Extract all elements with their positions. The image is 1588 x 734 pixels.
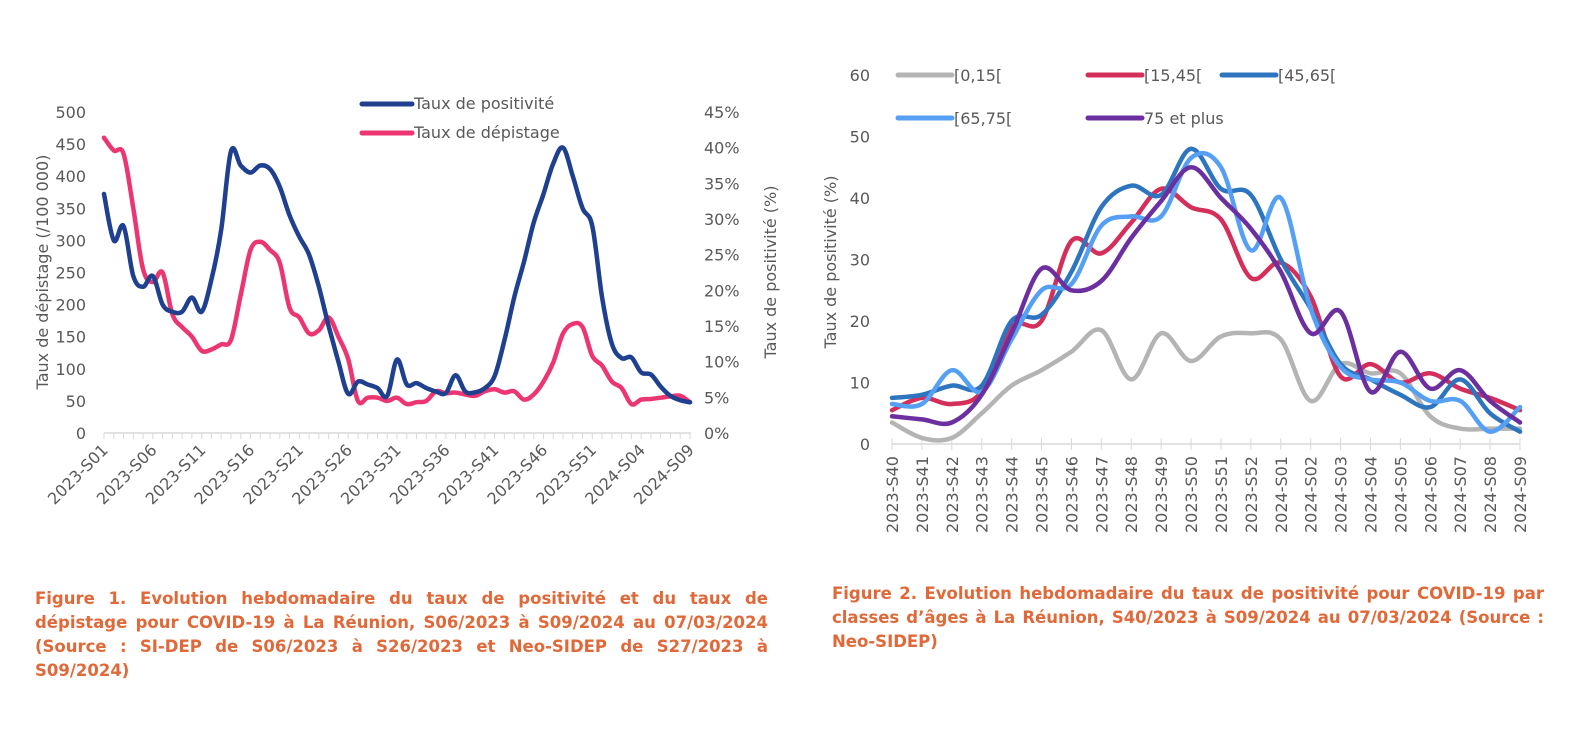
figure1-caption: Figure 1. Evolution hebdomadaire du taux…	[35, 589, 768, 680]
fig2-legend-item: 75 et plus	[1085, 109, 1224, 128]
fig2-legend-item: [15,45[	[1085, 66, 1202, 85]
fig1-y-right-tick-label: 15%	[704, 317, 740, 336]
fig2-x-axis-labels: 2023-S40 2023-S41 2023-S42 2023-S43 2023-S44…	[883, 456, 1530, 533]
fig2-x-tick-label: 2024-S01	[1272, 456, 1291, 533]
fig1-y-right-tick-label: 20%	[704, 281, 740, 300]
fig1-y-right-tick-label: 25%	[704, 246, 740, 265]
fig1-series-line-positivite	[101, 145, 693, 405]
fig1-y-left-tick-label: 400	[55, 167, 86, 186]
fig2-y-tick-label: 0	[860, 435, 870, 454]
fig2-y-tick-label: 40	[850, 189, 870, 208]
fig2-y-tick-label: 30	[850, 251, 870, 270]
fig1-x-axis-ticks	[103, 433, 691, 439]
fig1-y-right-tick-label: 5%	[704, 388, 729, 407]
fig1-y-left-tick-label: 200	[55, 296, 86, 315]
figure1-chart: 0 50 100 150 200 250 300 350 400 450 500 0% 5% 10% 15…	[33, 94, 780, 508]
fig1-y-right-tick-label: 45%	[704, 103, 740, 122]
fig2-x-tick-label: 2024-S07	[1451, 456, 1470, 533]
figure2-chart: 0 10 20 30 40 50 60 Taux de positivité (%) 202…	[821, 66, 1530, 533]
fig1-y-left-tick-label: 0	[76, 424, 86, 443]
fig2-x-tick-label: 2023-S49	[1152, 456, 1171, 533]
fig2-x-tick-label: 2024-S06	[1421, 456, 1440, 533]
fig2-legend-item: [45,65[	[1219, 66, 1336, 85]
fig2-x-tick-label: 2023-S50	[1182, 456, 1201, 533]
fig2-series-line-4	[889, 165, 1523, 427]
fig2-x-tick-label: 2024-S05	[1391, 456, 1410, 533]
fig1-y-right-tick-label: 35%	[704, 174, 740, 193]
fig2-y-axis-title: Taux de positivité (%)	[821, 176, 840, 350]
fig2-x-tick-label: 2024-S09	[1511, 456, 1530, 533]
fig2-x-tick-label: 2023-S41	[913, 456, 932, 533]
fig1-legend: Taux de positivité Taux de dépistage	[359, 94, 560, 142]
fig2-legend-label: [15,45[	[1144, 66, 1202, 85]
fig1-y-right-tick-label: 40%	[704, 139, 740, 158]
fig2-y-tick-label: 10	[850, 374, 870, 393]
fig2-y-tick-label: 50	[850, 128, 870, 147]
fig2-x-tick-label: 2023-S40	[883, 456, 902, 533]
fig2-series-line-2	[889, 146, 1523, 434]
fig2-x-tick-label: 2023-S45	[1033, 456, 1052, 533]
fig2-y-tick-label: 20	[850, 312, 870, 331]
fig2-legend-item: [65,75[	[895, 109, 1012, 128]
fig1-y-right-tick-label: 0%	[704, 424, 729, 443]
fig2-x-tick-label: 2023-S47	[1092, 456, 1111, 533]
fig2-x-tick-label: 2023-S46	[1062, 456, 1081, 533]
fig2-legend-label: 75 et plus	[1144, 109, 1224, 128]
fig1-y-left-tick-label: 300	[55, 231, 86, 250]
fig1-y-left-tick-label: 150	[55, 328, 86, 347]
fig1-y-axis-right-title: Taux de positivité (%)	[761, 186, 780, 360]
figure2-caption: Figure 2. Evolution hebdomadaire du taux…	[832, 584, 1544, 651]
fig2-y-tick-label: 60	[850, 66, 870, 85]
fig1-y-axis-right-ticks: 0% 5% 10% 15% 20% 25% 30% 35% 40% 45%	[704, 103, 740, 443]
fig1-y-left-tick-label: 50	[66, 392, 86, 411]
fig1-y-left-tick-label: 500	[55, 103, 86, 122]
fig2-x-tick-label: 2023-S43	[973, 456, 992, 533]
fig2-x-tick-label: 2023-S44	[1003, 456, 1022, 533]
fig2-x-tick-label: 2024-S02	[1302, 456, 1321, 533]
fig1-x-axis-labels: 2023-S012023-S062023-S112023-S162023-S21…	[44, 440, 698, 508]
legend-item-positivite: Taux de positivité	[359, 94, 554, 113]
fig1-y-left-tick-label: 100	[55, 360, 86, 379]
fig2-x-tick-label: 2024-S04	[1361, 456, 1380, 533]
fig2-x-tick-label: 2023-S52	[1242, 456, 1261, 533]
legend-label-depistage: Taux de dépistage	[413, 123, 560, 142]
fig1-y-right-tick-label: 30%	[704, 210, 740, 229]
fig2-legend: [0,15[ [15,45[ [45,65[ [65,75[ 75 et plus	[895, 66, 1336, 128]
fig1-y-left-tick-label: 250	[55, 264, 86, 283]
fig1-y-left-tick-label: 450	[55, 135, 86, 154]
fig2-legend-label: [0,15[	[954, 66, 1002, 85]
legend-label-positivite: Taux de positivité	[413, 94, 554, 113]
fig2-x-tick-label: 2024-S08	[1481, 456, 1500, 533]
fig2-y-axis-ticks: 0 10 20 30 40 50 60	[850, 66, 870, 454]
fig1-y-axis-left-title: Taux de dépistage (/100 000)	[33, 155, 52, 391]
fig2-x-tick-label: 2023-S42	[943, 456, 962, 533]
fig2-legend-label: [65,75[	[954, 109, 1012, 128]
fig2-legend-item: [0,15[	[895, 66, 1002, 85]
fig2-x-tick-label: 2024-S03	[1332, 456, 1351, 533]
fig2-x-tick-label: 2023-S48	[1122, 456, 1141, 533]
fig1-y-left-tick-label: 350	[55, 199, 86, 218]
fig2-x-tick-label: 2023-S51	[1212, 456, 1231, 533]
fig1-y-right-tick-label: 10%	[704, 353, 740, 372]
fig1-y-axis-left-ticks: 0 50 100 150 200 250 300 350 400 450 500	[55, 103, 86, 443]
fig2-x-axis-ticks	[891, 438, 1521, 450]
legend-item-depistage: Taux de dépistage	[359, 123, 560, 142]
fig1-series-line-depistage	[101, 135, 693, 407]
fig2-legend-label: [45,65[	[1278, 66, 1336, 85]
